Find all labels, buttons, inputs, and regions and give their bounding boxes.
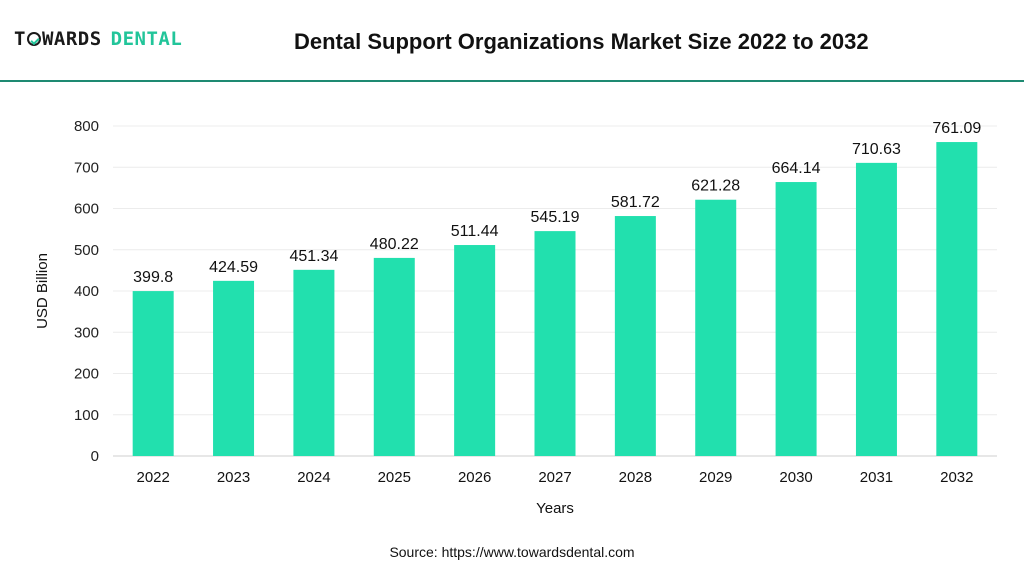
y-tick-label: 400 bbox=[74, 283, 99, 300]
data-label: 581.72 bbox=[611, 194, 660, 211]
x-tick-label: 2028 bbox=[619, 469, 652, 486]
x-tick-label: 2024 bbox=[297, 469, 330, 486]
y-tick-label: 200 bbox=[74, 366, 99, 383]
bar bbox=[614, 216, 656, 456]
header-divider bbox=[0, 80, 1024, 82]
y-tick-label: 100 bbox=[74, 407, 99, 424]
x-tick-label: 2032 bbox=[940, 469, 973, 486]
bar bbox=[534, 231, 576, 456]
bar bbox=[855, 162, 897, 457]
data-label: 545.19 bbox=[531, 209, 580, 226]
y-tick-label: 700 bbox=[74, 159, 99, 176]
y-tick-label: 300 bbox=[74, 324, 99, 341]
logo-text-towards: T WARDS bbox=[14, 28, 102, 50]
source-note: Source: https://www.towardsdental.com bbox=[389, 544, 635, 560]
x-axis-title: Years bbox=[536, 500, 574, 517]
bar bbox=[695, 199, 737, 457]
data-label: 511.44 bbox=[451, 223, 499, 240]
bar bbox=[293, 269, 335, 456]
data-label: 480.22 bbox=[370, 236, 419, 253]
data-label: 664.14 bbox=[772, 160, 821, 177]
bar bbox=[775, 182, 817, 457]
x-tick-label: 2023 bbox=[217, 469, 250, 486]
chart-title: Dental Support Organizations Market Size… bbox=[294, 29, 869, 54]
x-tick-label: 2026 bbox=[458, 469, 491, 486]
bar bbox=[132, 291, 174, 456]
bar bbox=[454, 245, 496, 456]
data-label: 761.09 bbox=[932, 120, 981, 137]
y-tick-label: 800 bbox=[74, 118, 99, 135]
x-tick-label: 2022 bbox=[136, 469, 169, 486]
bar bbox=[373, 257, 415, 456]
checkmark-icon bbox=[26, 32, 41, 46]
y-tick-label: 500 bbox=[74, 242, 99, 259]
data-label: 451.34 bbox=[289, 248, 338, 265]
x-tick-label: 2031 bbox=[860, 469, 893, 486]
data-label: 710.63 bbox=[852, 141, 901, 158]
y-tick-label: 600 bbox=[74, 201, 99, 218]
x-tick-label: 2029 bbox=[699, 469, 732, 486]
x-tick-label: 2025 bbox=[378, 469, 411, 486]
y-axis-title: USD Billion bbox=[34, 253, 51, 329]
x-tick-label: 2030 bbox=[779, 469, 812, 486]
bar bbox=[936, 142, 978, 457]
y-tick-label: 0 bbox=[91, 448, 99, 465]
data-label: 424.59 bbox=[209, 259, 258, 276]
logo-text-dental: DENTAL bbox=[110, 28, 183, 50]
data-label: 399.8 bbox=[133, 269, 173, 286]
header: T WARDS DENTAL Dental Support Organization… bbox=[0, 0, 1024, 82]
brand-logo: T WARDS DENTAL bbox=[14, 28, 182, 50]
bar bbox=[213, 280, 255, 456]
data-label: 621.28 bbox=[691, 178, 740, 195]
x-tick-label: 2027 bbox=[538, 469, 571, 486]
